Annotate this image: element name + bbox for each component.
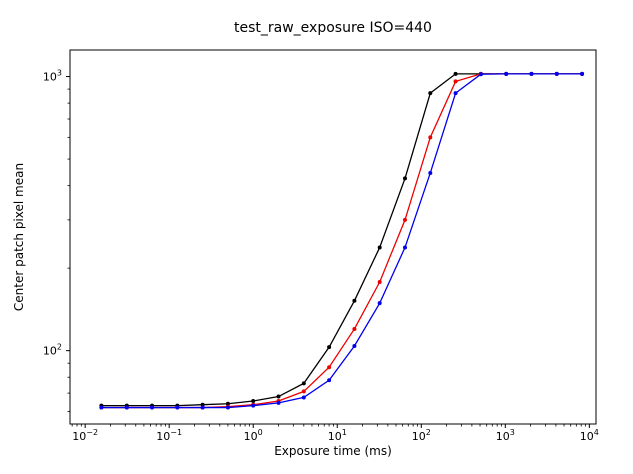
data-point-blue [529,71,534,76]
data-point-blue [504,71,509,76]
x-tick-label: 10−2 [72,428,98,443]
x-tick-label: 103 [496,428,515,443]
data-point-red [327,365,332,370]
data-point-blue [200,405,205,410]
x-tick-label: 101 [328,428,347,443]
data-point-blue [124,405,129,410]
x-axis: 10−2 10−1 100 101 102 103 104 [71,424,599,443]
data-point-blue [276,400,281,405]
data-point-red [377,280,382,285]
plot-border [69,49,597,425]
data-point-black [377,245,382,250]
data-point-blue [175,405,180,410]
data-point-blue [251,403,256,408]
x-tick-label: 100 [244,428,263,443]
data-point-black [225,401,230,406]
chart-title: test_raw_exposure ISO=440 [234,20,432,36]
series-blue [99,71,585,410]
data-point-blue [428,170,433,175]
data-point-blue [301,395,306,400]
data-point-blue [403,245,407,250]
series-line-blue [101,73,583,409]
data-point-black [428,91,433,96]
data-point-black [251,399,256,404]
y-tick-label: 102 [43,343,62,358]
data-point-black [352,298,357,303]
x-tick-label: 102 [412,428,431,443]
data-point-black [327,345,332,350]
data-point-blue [327,378,332,383]
y-tick-label: 103 [43,69,62,84]
data-point-black [301,381,306,386]
data-point-blue [352,343,357,348]
data-point-blue [453,91,458,96]
data-point-red [453,79,458,84]
data-point-black [403,176,407,181]
data-point-red [403,217,407,222]
y-axis: 102 103 [43,69,70,412]
data-point-blue [377,301,382,306]
data-point-blue [580,71,585,76]
y-axis-label: Center patch pixel mean [12,162,26,312]
data-point-blue [150,405,155,410]
data-point-blue [225,405,230,410]
data-point-black [276,394,281,399]
x-tick-label: 104 [580,428,599,443]
data-point-blue [478,72,483,77]
x-tick-label: 10−1 [156,428,182,443]
data-point-black [200,402,205,407]
data-point-blue [99,405,104,410]
data-point-red [352,326,357,331]
data-point-red [301,389,306,394]
data-point-black [453,71,458,76]
data-point-blue [554,71,559,76]
data-point-red [428,135,433,140]
x-axis-label: Exposure time (ms) [274,444,392,458]
